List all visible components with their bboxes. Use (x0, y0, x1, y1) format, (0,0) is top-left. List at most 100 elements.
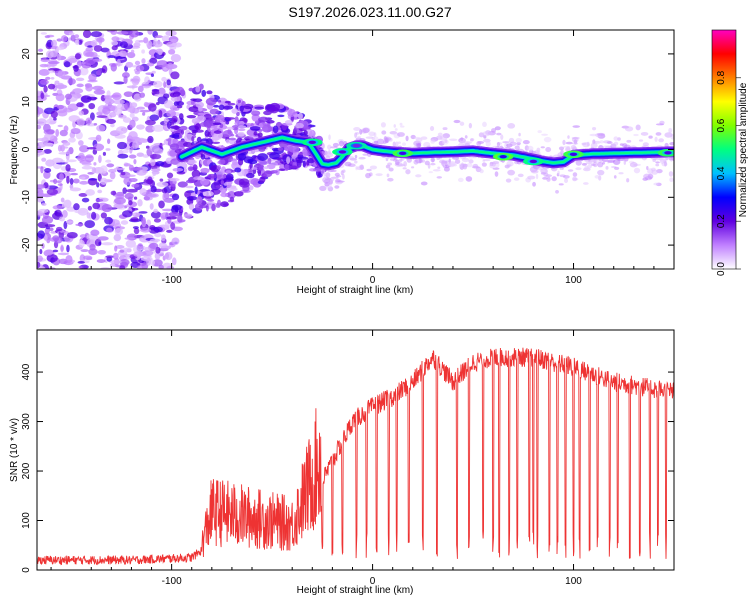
spectrogram-cell (123, 75, 128, 84)
spectrogram-cell (463, 141, 472, 145)
spectrogram-cell (80, 249, 89, 252)
spectrogram-cell (151, 88, 160, 92)
spectrogram-cell (646, 166, 649, 170)
y-tick-label: -20 (21, 237, 32, 252)
spectrogram-cell (225, 170, 232, 175)
spectrogram-cell (373, 140, 379, 144)
spectrogram-cell (507, 169, 516, 176)
spectrogram-cell (575, 159, 582, 166)
spectrogram-cell (185, 179, 195, 184)
spectrogram-cell (141, 250, 154, 256)
spectrogram-cell (572, 172, 578, 177)
spectrogram-cell (149, 57, 158, 64)
spectrogram-cell (131, 77, 140, 86)
spectrogram-cell (191, 136, 195, 142)
spectrogram-cell (170, 221, 176, 230)
spectrogram-cell (41, 202, 47, 206)
spectrogram-cell (167, 62, 173, 70)
spectrogram-cell (72, 88, 84, 94)
spectrogram-cell (122, 187, 127, 194)
spectrogram-cell (277, 114, 285, 118)
spectrogram-cell (428, 171, 434, 174)
ridge-peak (308, 140, 316, 145)
spectrogram-cell (190, 98, 197, 102)
spectrogram-cell (206, 90, 213, 95)
spectrogram-cell (258, 159, 269, 166)
spectrogram-cell (453, 119, 461, 124)
spectrogram-cell (220, 192, 229, 198)
spectrogram-cell (58, 151, 70, 155)
spectrogram-cell (110, 123, 115, 128)
spectrogram-cell (110, 40, 119, 46)
spectrogram-cell (150, 259, 155, 266)
spectrogram-cell (96, 124, 106, 132)
spectrogram-cell (158, 200, 165, 209)
spectrogram-cell (159, 142, 163, 150)
ridge-peak (352, 143, 361, 148)
spectrogram-cell (263, 110, 272, 116)
y-tick-label: 20 (21, 48, 32, 60)
spectrogram-cell (40, 166, 44, 174)
spectrogram-cell (269, 162, 279, 167)
spectrogram-cell (571, 136, 580, 140)
spectrogram-cell (492, 167, 500, 170)
spectrogram-cell (44, 167, 52, 173)
spectrogram-cell (161, 187, 168, 194)
spectrogram-cell (188, 106, 200, 113)
spectrogram-cell (37, 48, 44, 52)
spectrogram-cell (359, 129, 363, 135)
spectrogram-cell (70, 128, 81, 135)
spectrogram-cell (655, 163, 660, 167)
spectrogram-cell (605, 166, 609, 170)
spectrogram-cell (119, 249, 125, 253)
spectrogram-cell (233, 191, 244, 197)
spectrogram-cell (558, 183, 564, 186)
spectrogram-cell (180, 129, 185, 135)
colorbar-scale (712, 30, 736, 269)
spectrogram-cell (154, 252, 161, 260)
spectrogram-cell (146, 257, 151, 266)
spectrogram-cell (459, 163, 463, 168)
spectrogram-cell (443, 166, 450, 172)
spectrogram-cell (437, 166, 441, 170)
spectrogram-cell (494, 171, 499, 177)
spectrogram-cell (61, 202, 68, 208)
spectrogram-cell (248, 135, 259, 138)
spectrogram-cell (179, 133, 183, 139)
spectrogram-cell (77, 261, 85, 264)
spectrogram-cell (655, 123, 665, 126)
spectrogram-cell (375, 173, 383, 177)
ridge-peak (664, 151, 672, 155)
spectrogram-cell (79, 67, 89, 76)
spectrogram-cell (545, 147, 552, 153)
spectrogram-cell (464, 135, 468, 139)
spectrogram-cell (116, 141, 128, 150)
spectrogram-cell (284, 163, 290, 171)
spectrogram-cell (105, 148, 111, 151)
spectrogram-cell (217, 199, 221, 207)
spectrogram-cell (459, 121, 465, 126)
spectrogram-cell (415, 138, 423, 142)
spectrogram-cell (216, 174, 227, 180)
spectrogram-cell (303, 125, 309, 130)
spectrogram-cell (210, 182, 221, 191)
spectrogram-cell (251, 110, 261, 116)
spectrogram-cell (241, 101, 246, 107)
spectrogram-cell (312, 168, 323, 172)
spectrogram-cell (585, 162, 594, 165)
spectrogram-cell (158, 242, 167, 249)
spectrogram-cell (557, 170, 560, 176)
spectrogram-cell (640, 131, 649, 136)
spectrogram-cell (74, 34, 80, 39)
spectrogram-cell (368, 131, 376, 137)
spectrogram-cell (330, 176, 339, 179)
spectrogram-cell (449, 138, 458, 142)
spectrogram-cell (532, 181, 536, 187)
spectrogram-cell (402, 142, 406, 146)
spectrogram-cell (92, 85, 104, 91)
spectrogram-cell (108, 168, 117, 173)
snr-panel: -100 0 100 0 100 200 300 400 Height of straigh… (9, 329, 675, 596)
spectrogram-cell (57, 110, 68, 117)
spectrogram-cell (56, 180, 62, 184)
spectrogram-cell (337, 180, 345, 183)
